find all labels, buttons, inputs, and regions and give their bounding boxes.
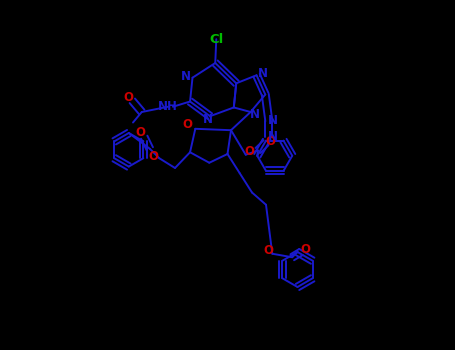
Text: O: O: [264, 244, 274, 257]
Text: O: O: [300, 243, 310, 256]
Text: O: O: [149, 149, 159, 163]
Text: O: O: [182, 118, 192, 131]
Text: N: N: [268, 114, 278, 127]
Text: O: O: [244, 145, 254, 158]
Text: N: N: [203, 113, 213, 126]
Text: O: O: [123, 91, 133, 104]
Text: N: N: [258, 67, 268, 80]
Text: O: O: [136, 126, 146, 140]
Text: O: O: [265, 134, 275, 148]
Text: Cl: Cl: [209, 33, 223, 46]
Text: N: N: [250, 108, 260, 121]
Text: NH: NH: [158, 100, 178, 113]
Text: N: N: [181, 70, 191, 83]
Text: N: N: [268, 130, 278, 143]
